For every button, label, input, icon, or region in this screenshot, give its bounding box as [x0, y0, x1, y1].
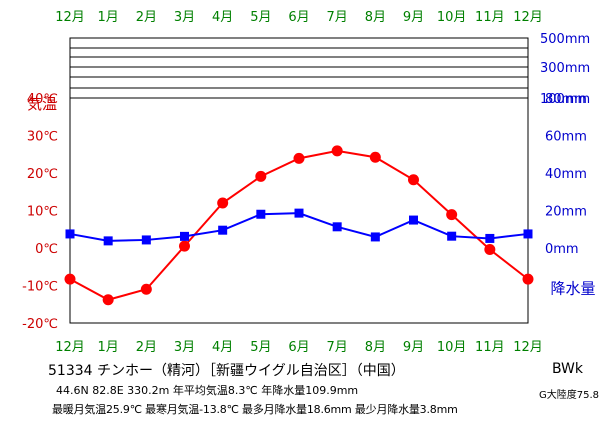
precipitation-series	[65, 208, 533, 246]
temperature-point-8	[369, 151, 381, 163]
x-tick-bottom-7: 7月	[327, 340, 348, 355]
plot-border	[69, 37, 529, 324]
x-tick-top-9: 9月	[403, 10, 424, 25]
precipitation-axis-label: 降水量	[550, 280, 595, 298]
x-tick-bottom-11: 11月	[475, 340, 505, 355]
precipitation-point-6	[294, 208, 304, 218]
precipitation-point-11	[485, 233, 495, 243]
x-tick-bottom-4: 4月	[212, 340, 233, 355]
precipitation-axis: 500mm 300mm 100mm 0mm 20mm 40mm 60mm 80mm 降水量	[540, 32, 596, 298]
x-tick-top-6: 6月	[288, 10, 309, 25]
x-axis-bottom-labels: 12月 1月 2月 3月 4月 5月 6月 7月 8月 9月 10月 11月 12月	[55, 340, 543, 355]
precipitation-point-10	[447, 231, 457, 241]
temperature-point-1	[102, 294, 114, 306]
x-tick-bottom-0: 12月	[55, 340, 85, 355]
temperature-point-10	[446, 209, 458, 221]
temperature-point-6	[293, 152, 305, 164]
station-stats-line-1: 44.6N 82.8E 330.2m 年平均気温8.3℃ 年降水量109.9mm	[56, 384, 359, 397]
plot-frame	[69, 37, 529, 324]
temperature-tick-1: 30℃	[27, 130, 58, 145]
temperature-tick-3: 10℃	[27, 205, 58, 220]
temperature-point-5	[255, 170, 267, 182]
precipitation-tick-2: 40mm	[545, 167, 587, 182]
temperature-tick-2: 20℃	[27, 167, 58, 182]
temperature-point-11	[484, 244, 496, 255]
climate-chart: 12月 1月 2月 3月 4月 5月 6月 7月 8月 9月 10月 11月 12月 12月 1月 2月 3月…	[22, 10, 596, 355]
temperature-point-4	[217, 197, 229, 209]
x-tick-bottom-5: 5月	[250, 340, 271, 355]
precipitation-point-5	[256, 209, 266, 219]
precipitation-point-3	[180, 231, 189, 241]
station-title: 51334 チンホー（精河）［新疆ウイグル自治区］（中国）	[48, 363, 405, 379]
temperature-line	[69, 149, 529, 301]
temperature-point-7	[331, 145, 343, 157]
x-tick-bottom-1: 1月	[98, 340, 119, 355]
temperature-point-9	[408, 174, 419, 186]
precipitation-point-12	[523, 229, 533, 239]
precipitation-upper-scale-lines	[70, 37, 528, 99]
precipitation-point-0	[65, 229, 75, 239]
temperature-point-0	[64, 273, 76, 285]
x-tick-top-4: 4月	[212, 10, 233, 25]
station-stats-line-2: 最暖月気温25.9℃ 最寒月気温-13.8℃ 最多月降水量18.6mm 最少月降…	[52, 403, 458, 416]
x-tick-bottom-9: 9月	[403, 340, 424, 355]
x-tick-top-11: 11月	[475, 10, 505, 25]
precipitation-point-7	[332, 222, 342, 232]
precipitation-upper-tick-2: 100mm	[540, 92, 590, 107]
x-tick-top-0: 12月	[55, 10, 85, 25]
precipitation-tick-3: 60mm	[545, 130, 587, 145]
temperature-axis-label: 気温	[27, 95, 57, 113]
x-tick-top-3: 3月	[174, 10, 195, 25]
x-tick-top-8: 8月	[365, 10, 386, 25]
x-axis-top-labels: 12月 1月 2月 3月 4月 5月 6月 7月 8月 9月 10月 11月 12月	[55, 10, 543, 25]
x-tick-top-2: 2月	[136, 10, 157, 25]
precipitation-point-9	[409, 215, 418, 225]
temperature-series	[64, 145, 534, 306]
precipitation-point-1	[103, 236, 113, 246]
x-tick-top-12: 12月	[513, 10, 543, 25]
precipitation-tick-0: 0mm	[545, 242, 579, 257]
temperature-tick-4: 0℃	[35, 242, 58, 257]
precipitation-point-2	[141, 235, 151, 245]
x-tick-bottom-10: 10月	[437, 340, 467, 355]
temperature-point-2	[140, 283, 152, 295]
x-tick-bottom-8: 8月	[365, 340, 386, 355]
precipitation-tick-4: 80mm	[545, 92, 587, 107]
x-tick-bottom-3: 3月	[174, 340, 195, 355]
temperature-tick-6: -20℃	[22, 317, 58, 332]
continentality-index: G大陸度75.8	[538, 390, 599, 401]
precipitation-tick-1: 20mm	[545, 205, 587, 220]
x-tick-top-10: 10月	[437, 10, 467, 25]
x-tick-bottom-6: 6月	[288, 340, 309, 355]
temperature-point-12	[522, 273, 534, 285]
x-tick-bottom-2: 2月	[136, 340, 157, 355]
x-tick-bottom-12: 12月	[513, 340, 543, 355]
temperature-tick-0: 40℃	[27, 92, 58, 107]
x-tick-top-5: 5月	[250, 10, 271, 25]
temperature-point-3	[179, 240, 190, 252]
precipitation-point-4	[218, 225, 228, 235]
climate-classification: BWk	[551, 361, 583, 377]
x-tick-top-1: 1月	[98, 10, 119, 25]
temperature-tick-5: -10℃	[22, 280, 58, 295]
precipitation-point-8	[370, 232, 380, 242]
precipitation-upper-tick-1: 300mm	[540, 61, 590, 76]
x-tick-top-7: 7月	[327, 10, 348, 25]
precipitation-upper-tick-0: 500mm	[540, 32, 590, 47]
